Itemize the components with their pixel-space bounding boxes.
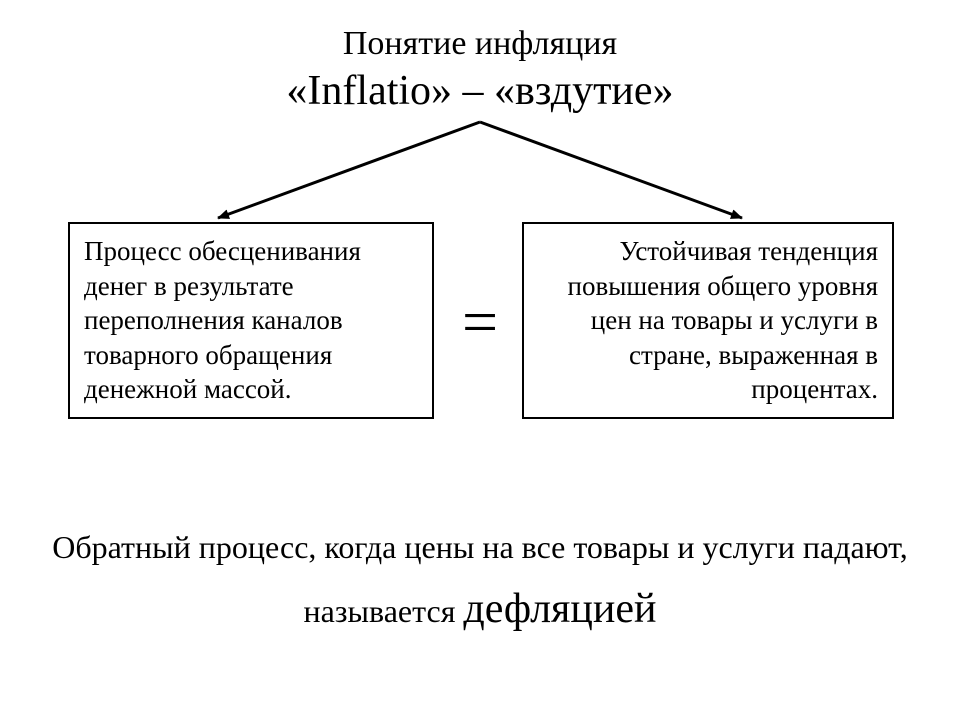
arrow-right: [480, 122, 742, 218]
definition-box-left: Процесс обесценивания денег в результате…: [68, 222, 434, 419]
branch-arrows: [0, 110, 960, 230]
arrow-left: [218, 122, 480, 218]
title-line-1: Понятие инфляция: [0, 24, 960, 65]
bottom-caption: Обратный процесс, когда цены на все това…: [40, 520, 920, 646]
definition-box-right: Устойчивая тенденция повышения общего ур…: [522, 222, 894, 419]
title-line-2: «Inflatio» – «вздутие»: [0, 66, 960, 116]
bottom-caption-emphasis: дефляцией: [463, 586, 656, 632]
slide-canvas: Понятие инфляция «Inflatio» – «вздутие» …: [0, 0, 960, 720]
equals-sign: =: [445, 290, 515, 354]
